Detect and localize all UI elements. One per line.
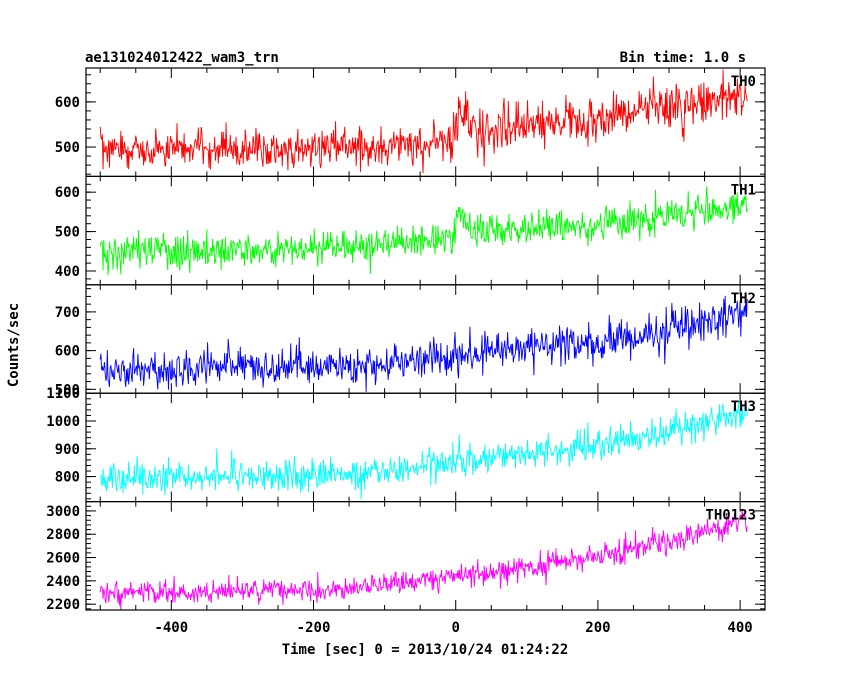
y-tick-label: 2800 — [46, 527, 80, 543]
y-tick-label: 2600 — [46, 551, 80, 567]
y-tick-label: 700 — [55, 305, 80, 321]
y-tick-label: 500 — [55, 140, 80, 156]
y-tick-label: 1100 — [46, 386, 80, 402]
panel-th0: 500 600 TH0 — [55, 67, 766, 178]
y-tick-label: 2400 — [46, 574, 80, 590]
panel-frame — [85, 392, 766, 503]
chart-title-left: ae131024012422_wam3_trn — [85, 50, 279, 66]
x-tick-label: -200 — [297, 620, 331, 636]
x-tick-label: 400 — [727, 620, 752, 636]
series-line-th0 — [99, 69, 748, 174]
y-tick-label: 600 — [55, 95, 80, 111]
y-tick-label: 2200 — [46, 597, 80, 613]
y-tick-label: 500 — [55, 382, 80, 398]
panels-group: 500 600 TH0 400 500 600 TH1 500 600 700 TH2 800 900 1… — [46, 67, 766, 613]
panel-label-th0: TH0 — [731, 74, 756, 90]
panel-th3: 800 900 1000 1100 TH3 — [46, 386, 766, 503]
panel-frame — [85, 501, 766, 611]
series-line-th1 — [99, 186, 748, 275]
x-tick-label: 0 — [451, 620, 459, 636]
x-tick-label: -400 — [154, 620, 188, 636]
panel-th1: 400 500 600 TH1 — [55, 175, 766, 286]
chart-title-right: Bin time: 1.0 s — [620, 50, 746, 66]
y-axis-label: Counts/sec — [6, 303, 22, 387]
series-line-th0123 — [99, 509, 748, 610]
y-tick-label: 900 — [55, 442, 80, 458]
x-tick-labels: -400 -200 0 200 400 — [154, 620, 752, 636]
y-tick-label: 600 — [55, 344, 80, 360]
x-axis-label: Time [sec] 0 = 2013/10/24 01:24:22 — [282, 642, 569, 658]
y-tick-label: 600 — [55, 185, 80, 201]
series-line-th2 — [99, 295, 748, 393]
y-tick-label: 3000 — [46, 504, 80, 520]
panel-label-th0123: TH0123 — [705, 508, 756, 524]
panel-label-th1: TH1 — [731, 182, 756, 198]
y-tick-label: 1000 — [46, 414, 80, 430]
panel-label-th3: TH3 — [731, 399, 756, 415]
x-tick-label: 200 — [585, 620, 610, 636]
panel-label-th2: TH2 — [731, 291, 756, 307]
y-tick-label: 800 — [55, 470, 80, 486]
series-line-th3 — [99, 400, 748, 500]
y-tick-label: 500 — [55, 225, 80, 241]
panel-th2: 500 600 700 TH2 — [55, 284, 766, 398]
panel-th0123: 2200 2400 2600 2800 3000 TH0123 — [46, 501, 766, 613]
y-tick-label: 400 — [55, 264, 80, 280]
panel-frame — [85, 67, 766, 178]
